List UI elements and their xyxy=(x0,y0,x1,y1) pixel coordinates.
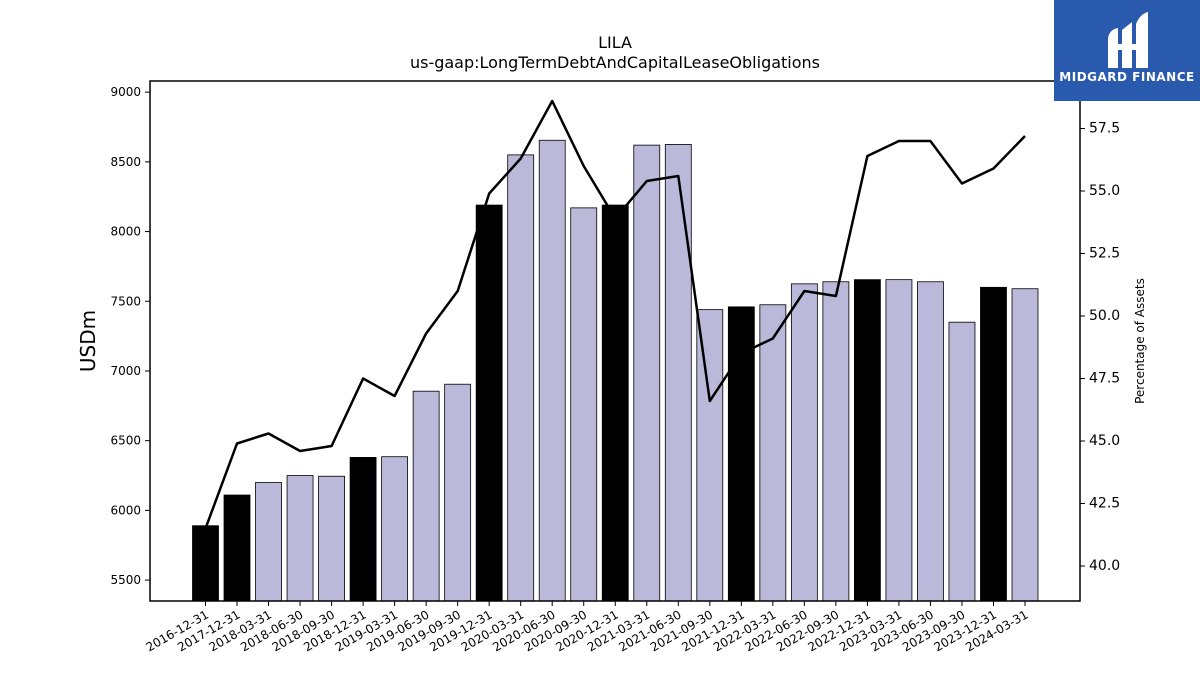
bar xyxy=(538,139,566,602)
bar xyxy=(444,383,472,602)
bar xyxy=(381,456,409,602)
logo-mark-icon xyxy=(1108,12,1148,68)
right-y-tick-label: 47.5 xyxy=(1089,371,1120,387)
bar xyxy=(192,525,219,602)
bar xyxy=(980,286,1007,602)
left-y-tick-label: 7500 xyxy=(110,294,141,308)
bar xyxy=(633,144,661,602)
bar xyxy=(255,482,282,602)
right-y-tick-label: 52.5 xyxy=(1089,246,1120,262)
right-y-tick-label: 40.0 xyxy=(1089,558,1120,574)
left-y-axis-label: USDm xyxy=(76,310,100,372)
right-y-tick-label: 50.0 xyxy=(1089,308,1120,324)
bar-series xyxy=(192,139,1039,602)
bar xyxy=(412,390,440,602)
right-y-axis: 40.0 42.5 45.0 47.5 50.0 52.5 55.0 57.5 xyxy=(1080,121,1120,574)
left-y-tick-label: 7000 xyxy=(110,364,141,378)
logo: MIDGARD FINANCE xyxy=(1054,0,1200,101)
left-y-tick-label: 8500 xyxy=(110,155,141,169)
x-axis: 2016-12-312017-12-312018-03-312018-06-30… xyxy=(144,601,1031,654)
bar xyxy=(507,154,535,602)
bar xyxy=(696,309,724,602)
percentage-line-series xyxy=(204,99,1026,529)
bar xyxy=(570,207,598,602)
chart-subtitle: us-gaap:LongTermDebtAndCapitalLeaseOblig… xyxy=(410,53,820,72)
bar xyxy=(601,204,629,602)
right-y-tick-label: 55.0 xyxy=(1089,183,1120,199)
bar xyxy=(475,204,503,602)
left-y-tick-label: 5500 xyxy=(110,573,141,587)
left-y-tick-label: 9000 xyxy=(110,85,141,99)
bar xyxy=(318,475,345,602)
right-y-tick-label: 45.0 xyxy=(1089,433,1120,449)
bar xyxy=(854,279,881,602)
right-y-tick-label: 42.5 xyxy=(1089,496,1120,512)
chart-title: LILA xyxy=(598,33,632,52)
right-y-tick-label: 57.5 xyxy=(1089,121,1120,137)
bar xyxy=(349,457,377,602)
bar xyxy=(885,279,913,602)
left-y-tick-label: 6500 xyxy=(110,434,141,448)
bar xyxy=(822,281,850,602)
bar xyxy=(286,475,314,602)
bar xyxy=(664,144,692,602)
percentage-line xyxy=(204,99,1026,529)
right-y-axis-label: Percentage of Assets xyxy=(1133,278,1147,404)
logo-text: MIDGARD FINANCE xyxy=(1059,70,1194,84)
bar xyxy=(917,281,944,602)
bar xyxy=(948,321,976,602)
bar xyxy=(759,304,787,602)
bar xyxy=(790,283,818,602)
bar xyxy=(1011,288,1039,602)
bar xyxy=(727,306,755,602)
left-y-tick-label: 6000 xyxy=(110,503,141,517)
left-y-tick-label: 8000 xyxy=(110,225,141,239)
left-y-axis: 5500 6000 6500 7000 7500 8000 8500 9000 xyxy=(110,85,150,587)
bar xyxy=(223,494,251,602)
